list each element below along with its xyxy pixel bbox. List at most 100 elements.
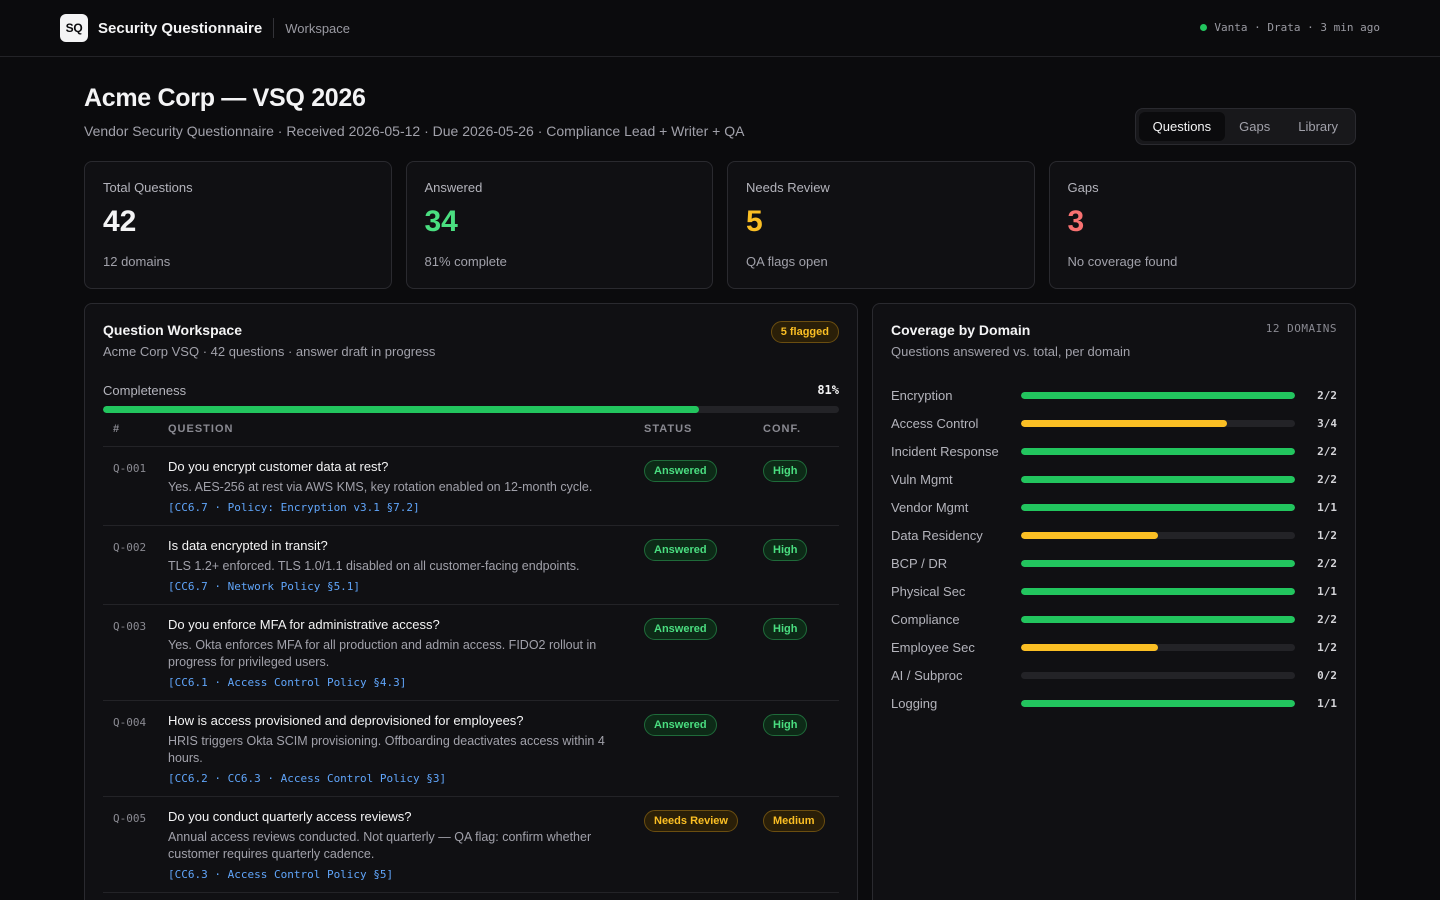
coverage-row[interactable]: Incident Response 2/2: [891, 437, 1337, 465]
column-header-status: STATUS: [644, 423, 693, 435]
stat-sub: 81% complete: [424, 254, 507, 269]
evidence-refs[interactable]: [CC6.7 · Policy: Encryption v3.1 §7.2]: [168, 501, 420, 514]
column-header-conf: CONF.: [763, 423, 801, 435]
coverage-bar-fill: [1021, 503, 1295, 511]
completeness-bar-fill: [103, 406, 700, 413]
completeness-row: Completeness 81%: [103, 383, 839, 398]
domain-name: Physical Sec: [891, 583, 966, 599]
table-row[interactable]: Q-001 Do you encrypt customer data at res…: [103, 447, 839, 526]
question-id: Q-005: [113, 812, 147, 825]
completeness-percent: 81%: [817, 383, 839, 397]
confidence-cell: High: [763, 459, 839, 514]
tab-gaps[interactable]: Gaps: [1239, 119, 1271, 134]
coverage-row[interactable]: Encryption 2/2: [891, 381, 1337, 409]
status-badge[interactable]: Answered: [644, 618, 717, 640]
stat-value: 42: [103, 205, 137, 238]
table-row[interactable]: Q-005 Do you conduct quarterly access rev…: [103, 797, 839, 893]
table-row[interactable]: Q-004 How is access provisioned and depro…: [103, 701, 839, 797]
column-header-num: #: [113, 423, 121, 435]
coverage-bar: [1021, 559, 1295, 567]
coverage-row[interactable]: Data Residency 1/2: [891, 521, 1337, 549]
coverage-row[interactable]: Employee Sec 1/2: [891, 633, 1337, 661]
app-title: Security Questionnaire: [98, 19, 263, 37]
coverage-ratio: 1/1: [1317, 500, 1337, 514]
top-bar: SQ Security Questionnaire Workspace Vant…: [0, 0, 1440, 57]
question-id: Q-004: [113, 716, 147, 729]
coverage-bar: [1021, 643, 1295, 651]
coverage-row[interactable]: BCP / DR 2/2: [891, 549, 1337, 577]
coverage-ratio: 2/2: [1317, 444, 1337, 458]
status-badge[interactable]: Answered: [644, 714, 717, 736]
question-body: Is data encrypted in transit? TLS 1.2+ en…: [168, 538, 644, 593]
evidence-refs[interactable]: [CC6.2 · CC6.3 · Access Control Policy §…: [168, 772, 447, 785]
domain-name: Incident Response: [891, 443, 999, 459]
stat-value: 34: [424, 205, 458, 238]
status-badge[interactable]: Needs Review: [644, 810, 738, 832]
app-logo[interactable]: SQ: [60, 14, 88, 42]
coverage-bar-fill: [1021, 699, 1295, 707]
stat-card-gaps: Gaps 3 No coverage found: [1048, 161, 1356, 289]
domain-name: Data Residency: [891, 527, 983, 543]
question-body: Do you conduct quarterly access reviews?…: [168, 809, 644, 881]
stats-row: Total Questions 42 12 domains Answered 3…: [84, 161, 1356, 289]
coverage-row[interactable]: Compliance 2/2: [891, 605, 1337, 633]
column-header-question: QUESTION: [168, 423, 234, 435]
answer-text: HRIS triggers Okta SCIM provisioning. Of…: [168, 734, 605, 765]
table-row[interactable]: Q-003 Do you enforce MFA for administrati…: [103, 605, 839, 701]
status-cell: Answered: [644, 713, 763, 785]
coverage-bar-fill: [1021, 587, 1295, 595]
coverage-bar: [1021, 419, 1295, 427]
stat-value: 3: [1067, 205, 1085, 238]
evidence-refs[interactable]: [CC6.7 · Network Policy §5.1]: [168, 580, 361, 593]
coverage-row[interactable]: Vuln Mgmt 2/2: [891, 465, 1337, 493]
stat-sub: 12 domains: [103, 254, 171, 269]
flagged-badge[interactable]: 5 flagged: [770, 321, 839, 343]
stat-sub: No coverage found: [1067, 254, 1178, 269]
panel-subtitle: Questions answered vs. total, per domain: [891, 344, 1131, 359]
stat-sub: QA flags open: [746, 254, 828, 269]
domain-name: AI / Subproc: [891, 667, 963, 683]
status-badge[interactable]: Answered: [644, 539, 717, 561]
coverage-row[interactable]: Logging 1/1: [891, 689, 1337, 717]
answer-text: Yes. Okta enforces MFA for all productio…: [168, 638, 597, 669]
workspace-link[interactable]: Workspace: [285, 20, 351, 36]
table-row[interactable]: Q-002 Is data encrypted in transit? TLS 1.…: [103, 526, 839, 605]
domain-name: Access Control: [891, 415, 979, 431]
coverage-bar-fill: [1021, 391, 1295, 399]
question-text: Do you conduct quarterly access reviews?: [168, 809, 412, 824]
domain-name: Encryption: [891, 387, 953, 403]
coverage-bar: [1021, 391, 1295, 399]
coverage-panel: Coverage by Domain Questions answered vs…: [872, 303, 1356, 900]
sync-status-text: Vanta · Drata · 3 min ago: [1214, 21, 1380, 34]
domain-name: Employee Sec: [891, 639, 975, 655]
coverage-bar: [1021, 475, 1295, 483]
coverage-ratio: 1/1: [1317, 696, 1337, 710]
coverage-row[interactable]: AI / Subproc 0/2: [891, 661, 1337, 689]
question-id: Q-001: [113, 462, 147, 475]
tab-questions[interactable]: Questions: [1138, 112, 1226, 141]
tab-library[interactable]: Library: [1298, 119, 1338, 134]
evidence-refs[interactable]: [CC6.3 · Access Control Policy §5]: [168, 868, 394, 881]
coverage-bar: [1021, 587, 1295, 595]
coverage-ratio: 2/2: [1317, 388, 1337, 402]
coverage-row[interactable]: Physical Sec 1/1: [891, 577, 1337, 605]
stat-label: Gaps: [1067, 180, 1099, 195]
confidence-cell: High: [763, 617, 839, 689]
question-text: Do you encrypt customer data at rest?: [168, 459, 389, 474]
coverage-row[interactable]: Vendor Mgmt 1/1: [891, 493, 1337, 521]
answer-text: Annual access reviews conducted. Not qua…: [168, 830, 592, 861]
evidence-refs[interactable]: [CC6.1 · Access Control Policy §4.3]: [168, 676, 407, 689]
question-text: Is data encrypted in transit?: [168, 538, 328, 553]
coverage-row[interactable]: Access Control 3/4: [891, 409, 1337, 437]
domain-name: Logging: [891, 695, 938, 711]
question-text: How is access provisioned and deprovisio…: [168, 713, 524, 728]
coverage-bar-fill: [1021, 615, 1295, 623]
coverage-bar-fill: [1021, 559, 1295, 567]
status-dot-icon: [1200, 24, 1208, 31]
coverage-ratio: 2/2: [1317, 612, 1337, 626]
coverage-bar: [1021, 615, 1295, 623]
completeness-label: Completeness: [103, 383, 187, 398]
stat-card-needs-review: Needs Review 5 QA flags open: [727, 161, 1035, 289]
status-badge[interactable]: Answered: [644, 460, 717, 482]
confidence-cell: High: [763, 713, 839, 785]
